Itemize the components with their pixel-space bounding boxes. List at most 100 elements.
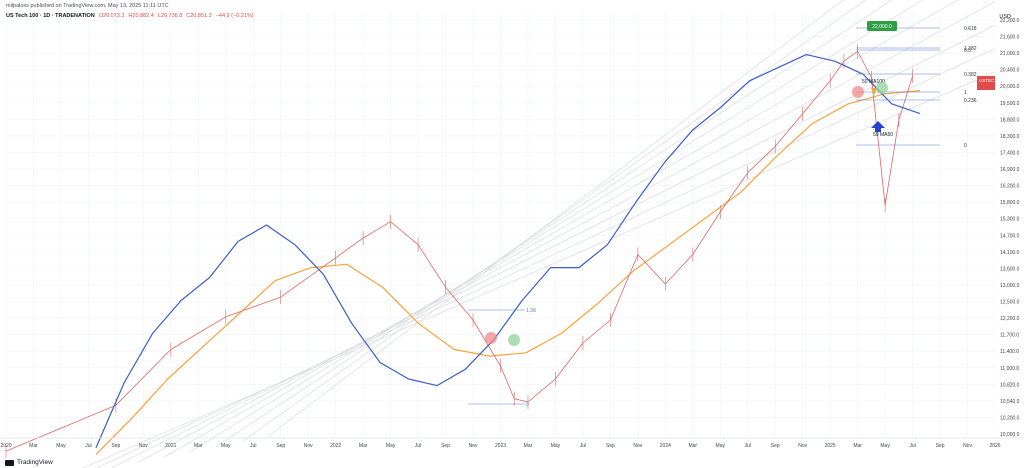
y-tick-label: 10,820.0 [1000, 382, 1020, 388]
x-tick-label: Nov [469, 443, 478, 449]
y-tick-label: 18,300.0 [1000, 134, 1020, 140]
signal-circle [876, 82, 888, 94]
y-tick-label: 16,200.0 [1000, 184, 1020, 190]
y-tick-label: 16,900.0 [1000, 167, 1020, 173]
x-tick-label: May [56, 443, 66, 449]
x-tick-label: Mar [29, 443, 38, 449]
symbol-name: US Tech 100 · 1D · TRADENATION [6, 13, 95, 19]
channel-line [95, 48, 996, 468]
channel-line [215, 0, 893, 448]
price-tag [977, 76, 997, 90]
x-tick-label: Mar [853, 443, 862, 449]
tradingview-footer: TradingView [5, 459, 53, 466]
ohlc-open: O20,073.3 [98, 13, 125, 19]
symbol-legend: US Tech 100 · 1D · TRADENATION O20,073.3… [6, 13, 254, 19]
x-tick-label: Jul [85, 443, 91, 449]
x-tick-label: May [386, 443, 396, 449]
y-tick-label: 17,400.0 [1000, 150, 1020, 156]
y-tick-label: 11,000.0 [1000, 366, 1019, 372]
fib-upper-label: 1.382 [964, 46, 977, 52]
x-tick-label: Nov [963, 443, 972, 449]
channel-line [189, 0, 923, 453]
y-axis-panel [995, 0, 1024, 468]
x-tick-label: Mar [359, 443, 368, 449]
signal-circle [852, 86, 864, 98]
x-tick-label: Sep [276, 443, 285, 449]
y-tick-label: 10,200.0 [1000, 415, 1020, 421]
fib-lower-label: 1.38 [526, 308, 536, 314]
publisher-line: milpaloss published on TradingView.com, … [6, 3, 169, 9]
price-tag-symbol: USTEC [979, 78, 995, 83]
ma-slow-layer [95, 90, 921, 455]
ma-fast-layer [95, 54, 921, 449]
x-tick-label: Sep [111, 443, 120, 449]
x-tick-label: Sep [936, 443, 945, 449]
brand-name: TradingView [17, 459, 53, 466]
y-tick-label: 10,540.0 [1000, 399, 1020, 405]
fib-upper-label: 0.382 [964, 72, 977, 78]
trend-channels [82, 0, 996, 468]
channel-line [267, 0, 844, 437]
orange-arrow-icon [871, 88, 877, 95]
price-line [5, 50, 913, 452]
x-tick-label: May [551, 443, 561, 449]
fib-upper-label: 1 [964, 90, 967, 96]
y-tick-label: 10,000.0 [1000, 432, 1020, 438]
ma-50-line [95, 54, 921, 449]
y-tick-label: 12,500.0 [1000, 300, 1020, 306]
y-tick-label: 14,100.0 [1000, 250, 1020, 256]
x-tick-label: 2026 [989, 443, 1000, 449]
x-tick-label: 2024 [660, 443, 671, 449]
fib-layer: 1.382 0.618 0.5 0.382 1 0.236 0 22,000.0 1.38 0 50… [468, 21, 977, 408]
x-tick-label: Sep [771, 443, 780, 449]
ohlc-low: L20,736.8 [157, 13, 183, 19]
x-tick-label: Jul [580, 443, 586, 449]
y-tick-label: 11,400.0 [1000, 349, 1019, 355]
ma-annotation: 50 MA100 [862, 79, 885, 85]
currency-label: USD [999, 14, 1011, 20]
tradingview-logo-icon [5, 459, 14, 466]
y-tick-label: 19,500.0 [1000, 101, 1020, 107]
channel-line [137, 1, 996, 463]
fib-upper-label: 0.5 [964, 48, 971, 54]
ma-200-line [95, 90, 921, 455]
y-tick-label: 13,600.0 [1000, 266, 1020, 272]
y-tick-label: 21,600.0 [1000, 35, 1020, 41]
x-tick-label: Sep [441, 443, 450, 449]
x-tick-label: Nov [633, 443, 642, 449]
y-tick-label: 21,000.0 [1000, 51, 1020, 57]
ohlc-change: −44.9 (−0.21%) [215, 13, 254, 19]
x-tick-label: 2023 [495, 443, 506, 449]
x-tick-label: Jul [415, 443, 421, 449]
x-tick-label: 2020 [0, 443, 11, 449]
x-tick-label: Nov [139, 443, 148, 449]
y-tick-label: 15,800.0 [1000, 200, 1020, 206]
x-tick-label: Jul [909, 443, 915, 449]
fib-upper-label: 0 [964, 143, 967, 149]
x-tick-label: 2021 [165, 443, 176, 449]
x-tick-label: May [221, 443, 231, 449]
x-tick-label: Nov [798, 443, 807, 449]
y-tick-label: 14,700.0 [1000, 233, 1020, 239]
x-tick-label: May [716, 443, 726, 449]
x-tick-label: Sep [606, 443, 615, 449]
channel-line [163, 0, 959, 458]
x-tick-label: 2022 [330, 443, 341, 449]
y-tick-label: 18,800.0 [1000, 117, 1020, 123]
channel-line [241, 0, 867, 442]
x-axis: 2020 Mar May Jul Sep Nov 2021 Mar May Jul Sep Nov 20… [0, 437, 1024, 449]
x-tick-label: Jul [250, 443, 256, 449]
channel-line [111, 24, 996, 468]
fib-lower-label: 0 [526, 402, 529, 408]
channel-line [82, 71, 996, 468]
signal-circle [485, 332, 497, 344]
price-layer [5, 44, 913, 459]
chart-grid [5, 12, 996, 438]
y-tick-label: 13,000.0 [1000, 283, 1020, 289]
y-tick-label: 11,700.0 [1000, 333, 1019, 339]
ohlc-close: C20,851.3 [186, 13, 212, 19]
y-tick-label: 20,400.0 [1000, 68, 1020, 74]
blue-arrow-icon [871, 121, 885, 132]
x-tick-label: Jul [745, 443, 751, 449]
